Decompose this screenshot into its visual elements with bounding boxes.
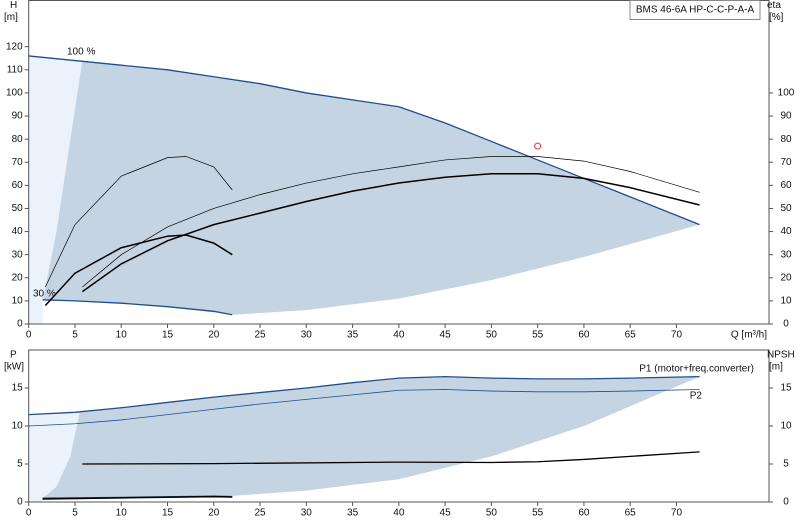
x-axis-title: Q [m³/h] (731, 330, 767, 341)
x-tick-label: 40 (393, 330, 405, 341)
y2-tick-label: 10 (780, 296, 792, 307)
operating-area (28, 412, 80, 502)
y2-tick-label: 30 (780, 249, 792, 260)
x-tick-label: 60 (578, 330, 590, 341)
y2-tick-label: 60 (780, 180, 792, 191)
curve-label: P2 (690, 391, 703, 402)
best-efficiency-marker (534, 142, 542, 150)
x-tick-label: 15 (162, 508, 174, 519)
y-tick-label: 40 (12, 226, 24, 237)
x-tick-label: 25 (254, 508, 266, 519)
x-tick-label: 20 (208, 508, 220, 519)
y2-tick-label: 80 (780, 134, 792, 145)
y2-axis-title: NPSH (767, 350, 795, 361)
operating-area (42, 376, 700, 499)
curve (28, 389, 700, 427)
curve (82, 451, 700, 465)
curve-label: 30 % (33, 289, 56, 300)
x-tick-label: 50 (486, 508, 498, 519)
x-tick-label: 10 (116, 330, 128, 341)
y-tick-label: 100 (6, 88, 23, 99)
curve (45, 156, 233, 288)
y-tick-label: 0 (17, 319, 23, 330)
x-tick-label: 5 (72, 508, 78, 519)
y-tick-label: 90 (12, 111, 24, 122)
y-tick-label: 5 (17, 459, 23, 470)
y2-axis-unit: [%] (769, 12, 784, 23)
y2-tick-label: 0 (783, 497, 789, 508)
y2-axis-unit: [m] (769, 362, 783, 373)
operating-area (28, 55, 83, 324)
y-axis-unit: [kW] (4, 362, 24, 373)
y2-tick-label: 15 (780, 383, 792, 394)
y-tick-label: 30 (12, 249, 24, 260)
x-tick-label: 50 (486, 330, 498, 341)
y-tick-label: 70 (12, 157, 24, 168)
x-tick-label: 70 (671, 330, 683, 341)
curve-label: 100 % (67, 47, 95, 58)
y2-tick-label: 0 (783, 319, 789, 330)
y-tick-label: 60 (12, 180, 24, 191)
y-axis-title: H (10, 0, 17, 11)
y-tick-label: 10 (12, 296, 24, 307)
x-tick-label: 15 (162, 330, 174, 341)
x-tick-label: 60 (578, 508, 590, 519)
y2-tick-label: 100 (778, 88, 795, 99)
y2-tick-label: 10 (780, 421, 792, 432)
x-tick-label: 40 (393, 508, 405, 519)
x-tick-label: 30 (301, 508, 313, 519)
x-tick-label: 30 (301, 330, 313, 341)
x-tick-label: 55 (532, 330, 544, 341)
x-tick-label: 65 (625, 330, 637, 341)
y-tick-label: 10 (12, 421, 24, 432)
x-tick-label: 35 (347, 508, 359, 519)
x-tick-label: 0 (26, 508, 32, 519)
y-tick-label: 0 (17, 497, 23, 508)
curve (82, 156, 700, 288)
x-tick-label: 45 (440, 508, 452, 519)
x-tick-label: 70 (671, 508, 683, 519)
x-tick-label: 0 (26, 330, 32, 341)
y-tick-label: 15 (12, 383, 24, 394)
y-axis-unit: [m] (4, 12, 18, 23)
curve (42, 495, 233, 500)
y-tick-label: 80 (12, 134, 24, 145)
y-tick-label: 20 (12, 272, 24, 283)
x-tick-label: 5 (72, 330, 78, 341)
y2-tick-label: 40 (780, 226, 792, 237)
y2-tick-label: 5 (783, 459, 789, 470)
y-tick-label: 50 (12, 203, 24, 214)
curve-label: P1 (motor+freq.converter) (639, 364, 754, 375)
y2-tick-label: 70 (780, 157, 792, 168)
x-tick-label: 65 (625, 508, 637, 519)
y-tick-label: 110 (7, 64, 23, 75)
x-tick-label: 10 (116, 508, 128, 519)
y2-tick-label: 20 (780, 272, 792, 283)
curve (42, 299, 233, 316)
x-tick-label: 55 (532, 508, 544, 519)
title-box (629, 0, 761, 20)
chart-title: BMS 46-6A HP-C-C-P-A-A (636, 5, 755, 16)
x-tick-label: 35 (347, 330, 359, 341)
curve (44, 234, 233, 307)
x-tick-label: 25 (254, 330, 266, 341)
curve (81, 173, 700, 293)
y2-tick-label: 50 (780, 203, 792, 214)
x-tick-label: 20 (208, 330, 220, 341)
y-tick-label: 120 (6, 41, 23, 52)
y-axis-title: P (10, 350, 17, 361)
y2-tick-label: 90 (780, 111, 792, 122)
x-tick-label: 45 (440, 330, 452, 341)
curve (28, 375, 700, 416)
curve (28, 55, 700, 226)
y2-axis-title: eta (767, 0, 781, 11)
